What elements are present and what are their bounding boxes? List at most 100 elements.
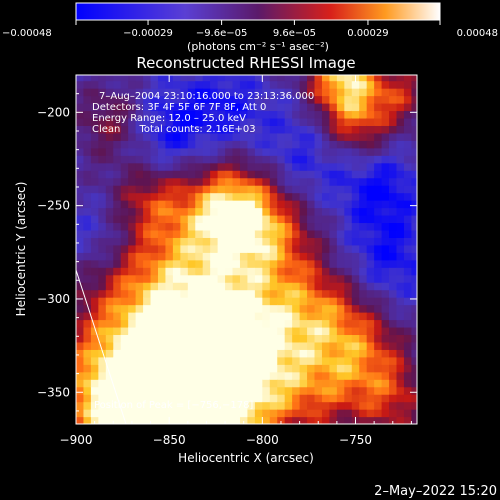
heatmap-cell	[202, 200, 211, 209]
heatmap-cell	[105, 267, 114, 276]
heatmap-cell	[180, 259, 189, 268]
heatmap-cell	[180, 341, 189, 350]
heatmap-cell	[262, 364, 271, 373]
heatmap-cell	[344, 132, 353, 141]
heatmap-cell	[381, 75, 390, 82]
heatmap-cell	[157, 244, 167, 253]
heatmap-cell	[359, 110, 368, 119]
heatmap-cell	[120, 102, 129, 112]
heatmap-cell	[210, 394, 219, 403]
heatmap-cell	[187, 282, 196, 291]
heatmap-cell	[307, 80, 316, 89]
heatmap-cell	[217, 312, 226, 321]
heatmap-cell	[269, 140, 278, 149]
heatmap-cell	[180, 125, 189, 134]
heatmap-cell	[403, 326, 413, 336]
heatmap-cell	[157, 192, 167, 201]
heatmap-cell	[90, 334, 99, 343]
heatmap-cell	[411, 185, 417, 194]
heatmap-cell	[389, 394, 398, 403]
heatmap-cell	[128, 267, 137, 276]
heatmap-cell	[210, 386, 219, 395]
heatmap-cell	[374, 304, 383, 313]
heatmap-cell	[239, 394, 249, 403]
heatmap-cell	[128, 304, 137, 313]
heatmap-cell	[128, 229, 137, 238]
heatmap-cell	[76, 162, 85, 171]
heatmap-cell	[239, 401, 249, 410]
heatmap-cell	[225, 356, 234, 365]
heatmap-cell	[225, 364, 234, 373]
heatmap-cell	[157, 319, 167, 328]
heatmap-cell	[180, 326, 189, 336]
heatmap-cell	[135, 155, 144, 164]
heatmap-cell	[98, 95, 107, 104]
heatmap-cell	[90, 304, 99, 313]
heatmap-cell	[329, 364, 338, 373]
heatmap-cell	[284, 394, 293, 403]
heatmap-cell	[150, 132, 159, 141]
heatmap-cell	[83, 132, 92, 141]
heatmap-cell	[396, 282, 405, 291]
heatmap-cell	[307, 170, 316, 179]
heatmap-cell	[396, 125, 405, 134]
heatmap-cell	[150, 147, 159, 156]
heatmap-cell	[359, 409, 368, 418]
heatmap-cell	[187, 80, 196, 89]
heatmap-cell	[374, 349, 383, 358]
heatmap-cell	[180, 170, 189, 179]
heatmap-cell	[247, 88, 256, 97]
heatmap-cell	[284, 341, 293, 350]
heatmap-cell	[120, 401, 129, 410]
heatmap-cell	[150, 267, 159, 276]
heatmap-cell	[307, 95, 316, 104]
heatmap-cell	[143, 312, 152, 321]
heatmap-cell	[269, 222, 278, 231]
heatmap-cell	[411, 356, 417, 365]
heatmap-cell	[389, 117, 398, 126]
heatmap-cell	[396, 88, 405, 97]
heatmap-cell	[314, 371, 323, 380]
heatmap-cell	[351, 304, 360, 313]
heatmap-cell	[195, 170, 204, 179]
heatmap-cell	[307, 274, 316, 283]
heatmap-cell	[247, 334, 256, 343]
heatmap-cell	[299, 117, 308, 126]
heatmap-cell	[389, 177, 398, 186]
heatmap-cell	[105, 386, 114, 395]
heatmap-cell	[225, 289, 234, 298]
heatmap-cell	[351, 237, 360, 246]
heatmap-cell	[381, 371, 390, 380]
heatmap-cell	[396, 162, 405, 171]
heatmap-cell	[344, 244, 353, 253]
heatmap-cell	[195, 319, 204, 328]
heatmap-cell	[411, 222, 417, 231]
heatmap-cell	[202, 132, 211, 141]
heatmap-cell	[351, 102, 360, 112]
heatmap-cell	[336, 334, 345, 343]
heatmap-cell	[374, 244, 383, 253]
heatmap-cell	[254, 229, 263, 238]
heatmap-cell	[90, 326, 99, 336]
heatmap-cell	[321, 75, 331, 82]
heatmap-cell	[366, 192, 375, 201]
heatmap-cell	[76, 394, 85, 403]
heatmap-cell	[76, 117, 85, 126]
heatmap-cell	[269, 267, 278, 276]
colorbar-ticks	[75, 20, 441, 25]
heatmap-cell	[247, 252, 256, 261]
heatmap-cell	[269, 259, 278, 268]
heatmap-cell	[254, 185, 263, 194]
heatmap-cell	[321, 341, 331, 350]
heatmap-cell	[165, 140, 174, 149]
heatmap-cell	[83, 229, 92, 238]
heatmap-cell	[217, 222, 226, 231]
heatmap-cell	[83, 364, 92, 373]
heatmap-cell	[262, 80, 271, 89]
heatmap-cell	[269, 214, 278, 224]
heatmap-cell	[359, 155, 368, 164]
heatmap-cell	[381, 229, 390, 238]
info-line-time: 7–Aug–2004 23:10:16.000 to 23:13:36.000	[99, 91, 314, 102]
heatmap-cell	[292, 140, 301, 149]
heatmap-cell	[202, 244, 211, 253]
